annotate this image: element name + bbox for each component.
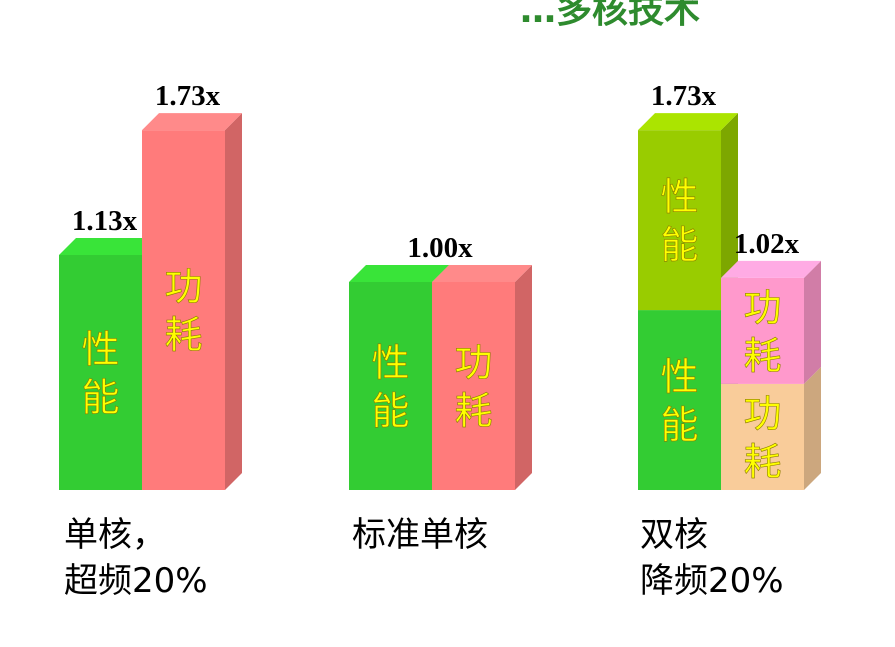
segment-label-2-1-1-char: 功	[743, 286, 781, 330]
bar-segment-2-1-1	[721, 260, 821, 384]
caption-line: 单核，	[64, 515, 166, 555]
segment-label-2-1-0-char: 耗	[743, 440, 781, 484]
bar-top-face	[638, 113, 738, 131]
group-caption-2: 双核 降频20%	[640, 512, 784, 604]
segment-label-2-0-1-char: 能	[660, 223, 698, 267]
bar-front-face	[721, 383, 804, 490]
bar-front-face	[638, 310, 721, 490]
segment-label-0-0-0-char: 性	[81, 327, 119, 371]
bar-segment-2-0-1	[638, 113, 738, 311]
segment-label-2-0-0-char: 能	[660, 403, 698, 447]
segment-label-2-1-1-char: 耗	[743, 334, 781, 378]
value-label-0-1: 1.73x	[155, 80, 221, 112]
bar-top-face	[349, 265, 449, 282]
bar-front-face	[432, 282, 515, 490]
bar-front-face	[638, 130, 721, 311]
bar-top-face	[142, 113, 242, 131]
segment-label-1-0-0-char: 性	[371, 341, 409, 385]
segment-label-1-1-0-char: 功	[454, 341, 492, 385]
bar-side-face	[225, 113, 242, 490]
bar-front-face	[59, 254, 142, 490]
bar-front-face	[721, 277, 804, 384]
group-caption-0: 单核， 超频20%	[64, 512, 208, 604]
caption-line: 超频20%	[64, 561, 208, 601]
caption-line: 降频20%	[640, 561, 784, 601]
slide-title-strip: …多核技术	[0, 0, 895, 40]
value-label-0-0: 1.13x	[72, 205, 138, 237]
slide-title-fragment: …多核技术	[520, 0, 700, 31]
segment-label-2-0-0-char: 性	[660, 355, 698, 399]
segment-label-1-0-0-char: 能	[371, 389, 409, 433]
caption-line: 标准单核	[352, 515, 488, 555]
bar-front-face	[142, 130, 225, 490]
segment-label-0-0-0-char: 能	[81, 375, 119, 419]
bar-top-face	[432, 265, 532, 282]
group-caption-1: 标准单核	[352, 512, 488, 558]
value-label-2-0: 1.73x	[651, 80, 717, 112]
bar-top-face	[721, 260, 821, 278]
bar-top-face	[59, 237, 159, 255]
value-label-1-group: 1.00x	[407, 232, 473, 264]
segment-label-2-0-1-char: 性	[660, 175, 698, 219]
segment-label-1-1-0-char: 耗	[454, 389, 492, 433]
segment-label-0-1-0-char: 耗	[164, 313, 202, 357]
caption-line: 双核	[640, 515, 708, 555]
segment-label-2-1-0-char: 功	[743, 392, 781, 436]
slide-title-graphic: …多核技术	[520, 0, 700, 31]
bar-side-face	[515, 265, 532, 490]
bar-side-face	[804, 366, 821, 490]
bar-front-face	[349, 282, 432, 490]
value-label-2-1: 1.02x	[734, 228, 800, 260]
bar-segment-0-1-0	[142, 113, 242, 490]
bar-side-face	[804, 260, 821, 384]
segment-label-0-1-0-char: 功	[164, 265, 202, 309]
bar-segment-2-1-0	[721, 366, 821, 490]
bar-side-face	[721, 113, 738, 311]
bar-segment-1-1-0	[432, 265, 532, 490]
